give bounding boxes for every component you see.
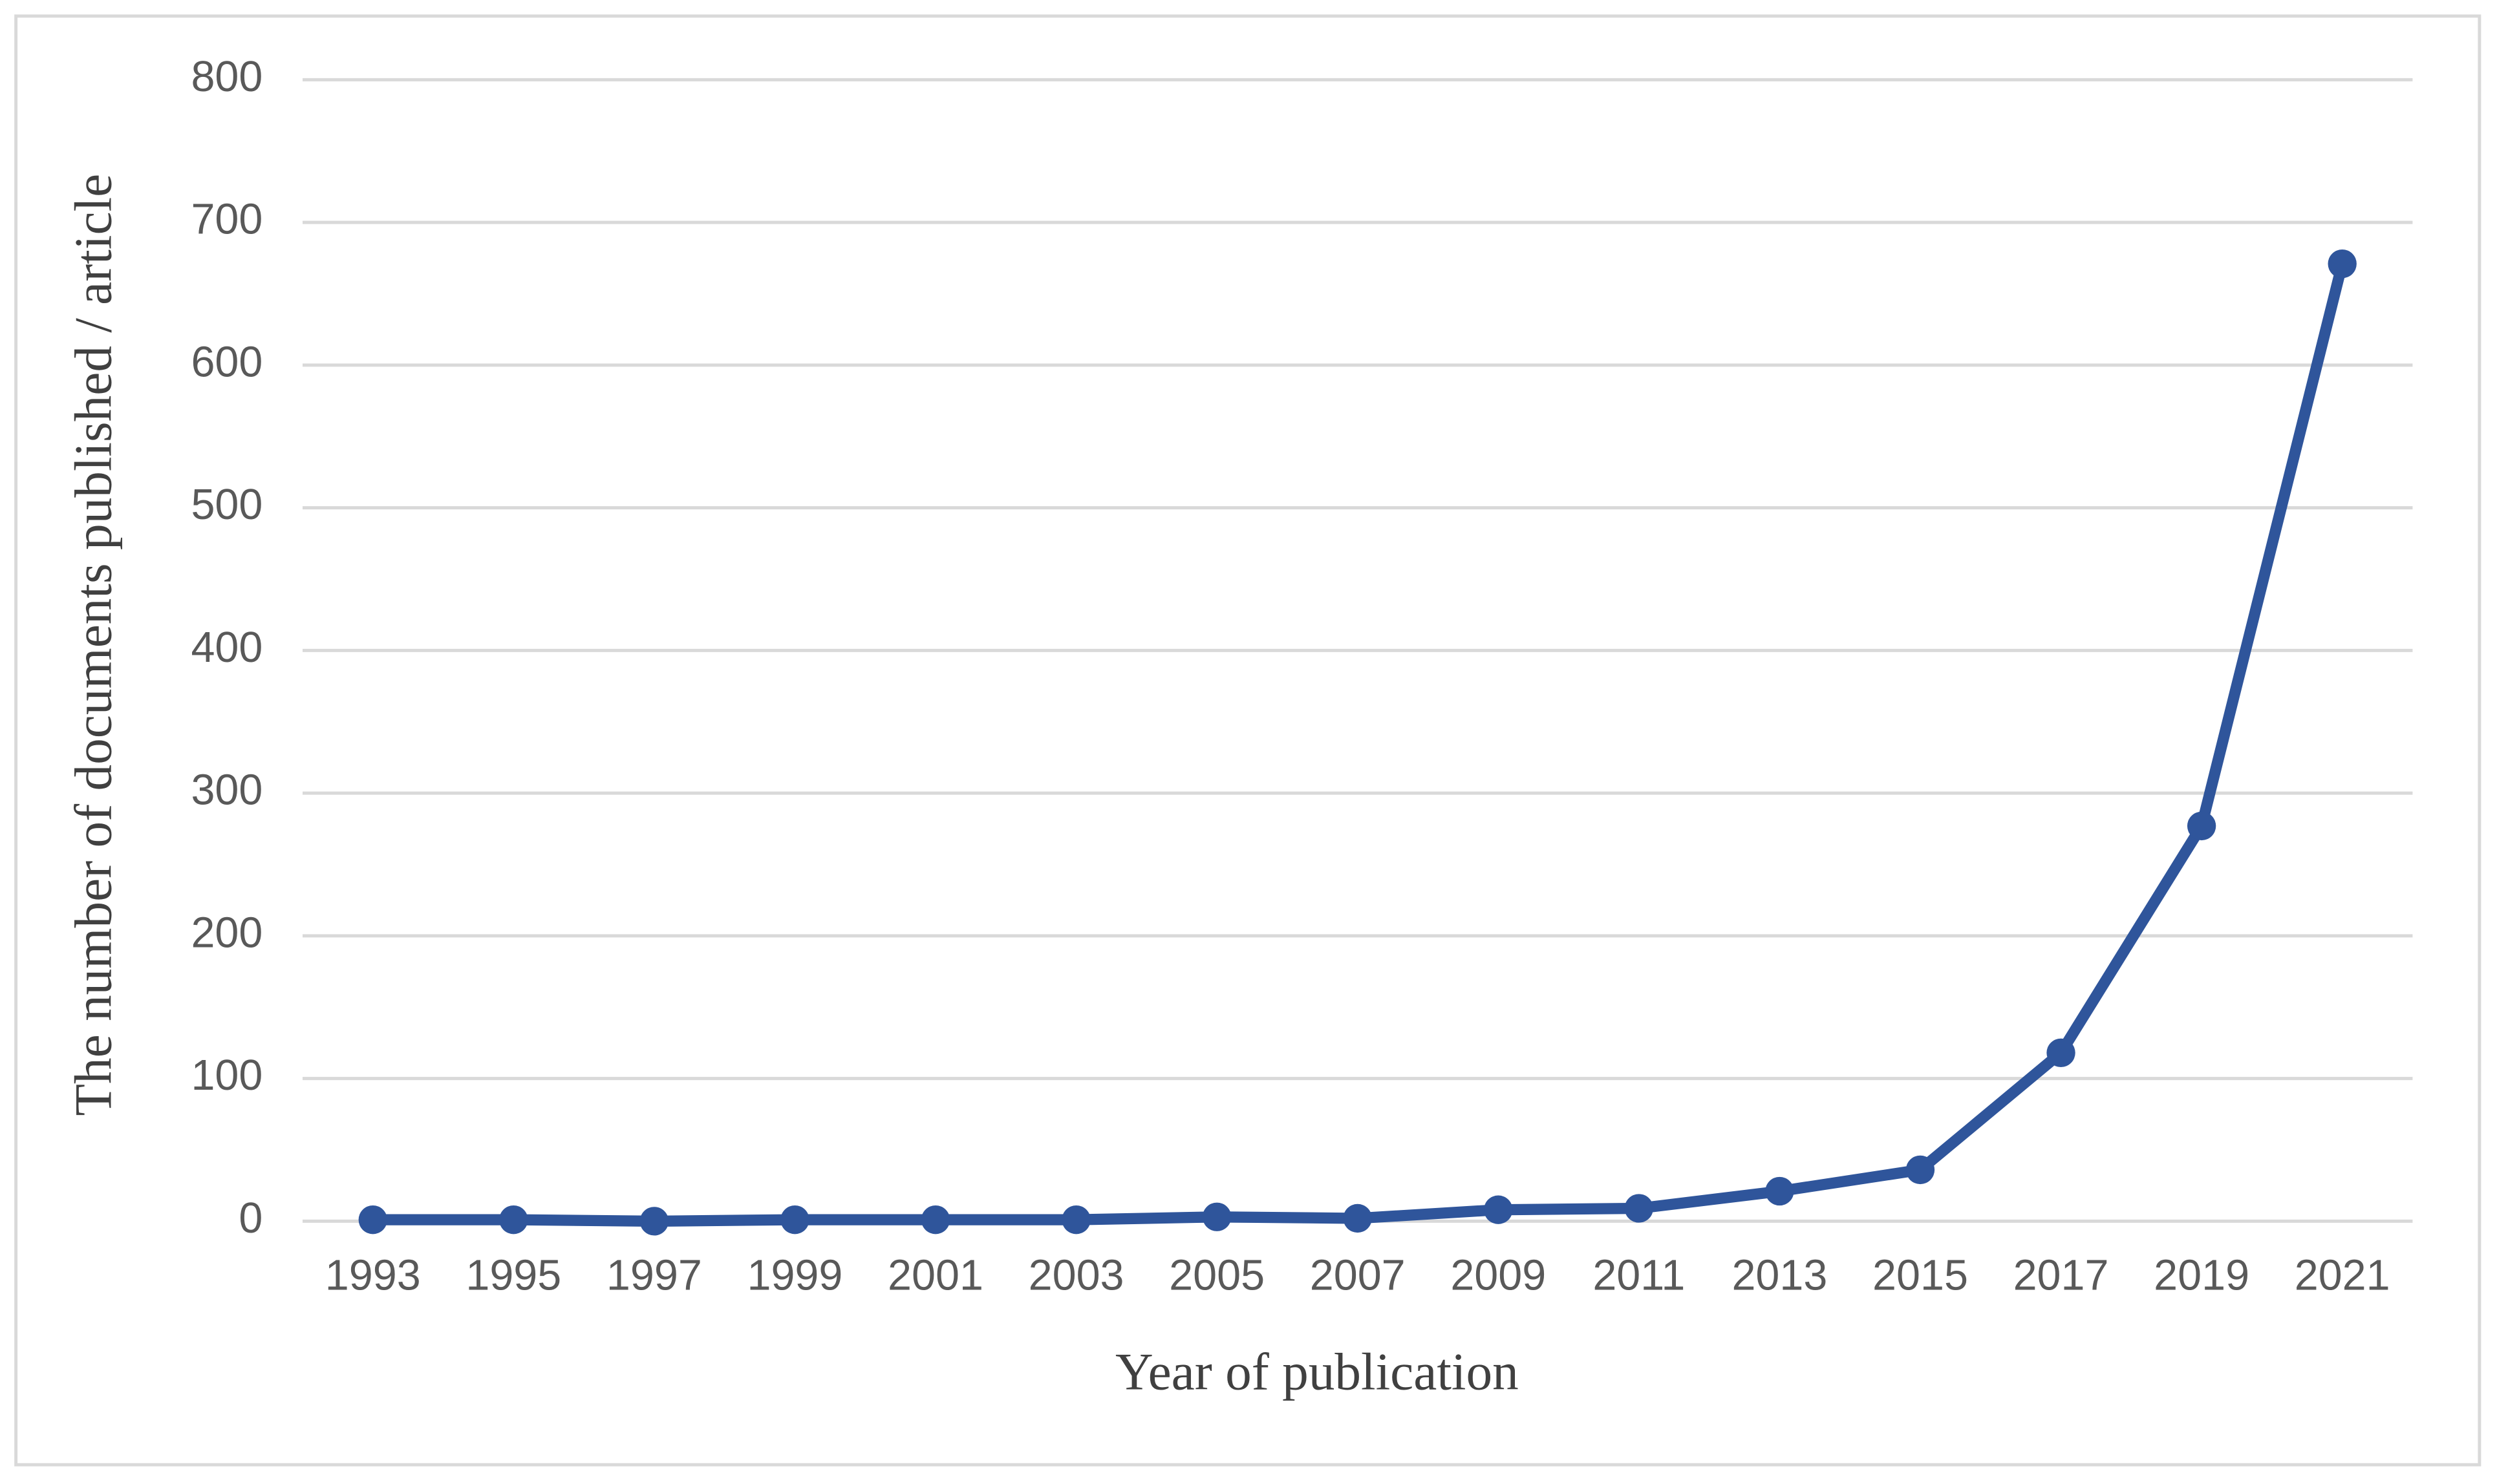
y-tick-label: 0: [239, 1194, 263, 1242]
x-tick-label: 2005: [1169, 1252, 1265, 1300]
y-tick-label: 800: [191, 53, 263, 101]
x-tick-label: 2019: [2154, 1252, 2249, 1300]
y-tick-label: 600: [191, 338, 263, 386]
x-tick-label: 2003: [1029, 1252, 1124, 1300]
x-tick-label: 2007: [1310, 1252, 1406, 1300]
y-tick-label: 100: [191, 1052, 263, 1099]
data-point: [1343, 1203, 1372, 1233]
y-axis-title: The number of documents published / arti…: [64, 174, 122, 1116]
data-point: [1624, 1194, 1654, 1223]
y-tick-label: 400: [191, 624, 263, 672]
y-tick-label: 200: [191, 909, 263, 957]
y-tick-label: 300: [191, 767, 263, 814]
data-point: [1202, 1202, 1232, 1231]
data-point: [499, 1205, 528, 1235]
x-tick-label: 1995: [466, 1252, 561, 1300]
data-point: [2187, 811, 2216, 841]
x-tick-label: 2011: [1592, 1252, 1685, 1300]
y-tick-label: 500: [191, 481, 263, 529]
data-point: [780, 1205, 809, 1235]
x-tick-label: 2009: [1450, 1252, 1546, 1300]
x-tick-label: 2001: [888, 1252, 983, 1300]
data-point: [2328, 249, 2357, 279]
x-tick-label: 2013: [1731, 1252, 1827, 1300]
x-tick-label: 1997: [606, 1252, 702, 1300]
data-point: [1062, 1205, 1091, 1235]
data-point: [358, 1205, 387, 1235]
x-tick-label: 2015: [1872, 1252, 1968, 1300]
data-point: [1484, 1195, 1513, 1224]
y-tick-label: 700: [191, 196, 263, 244]
data-point: [2046, 1038, 2075, 1068]
x-tick-label: 2021: [2295, 1252, 2390, 1300]
data-point: [1905, 1155, 1935, 1185]
chart-frame: [14, 14, 2481, 1467]
data-point: [1765, 1176, 1794, 1206]
data-point: [921, 1205, 950, 1235]
data-point: [639, 1207, 669, 1236]
x-axis-title: Year of publication: [1115, 1342, 1519, 1401]
x-tick-label: 2017: [2013, 1252, 2109, 1300]
x-tick-label: 1993: [325, 1252, 421, 1300]
x-tick-label: 1999: [747, 1252, 842, 1300]
